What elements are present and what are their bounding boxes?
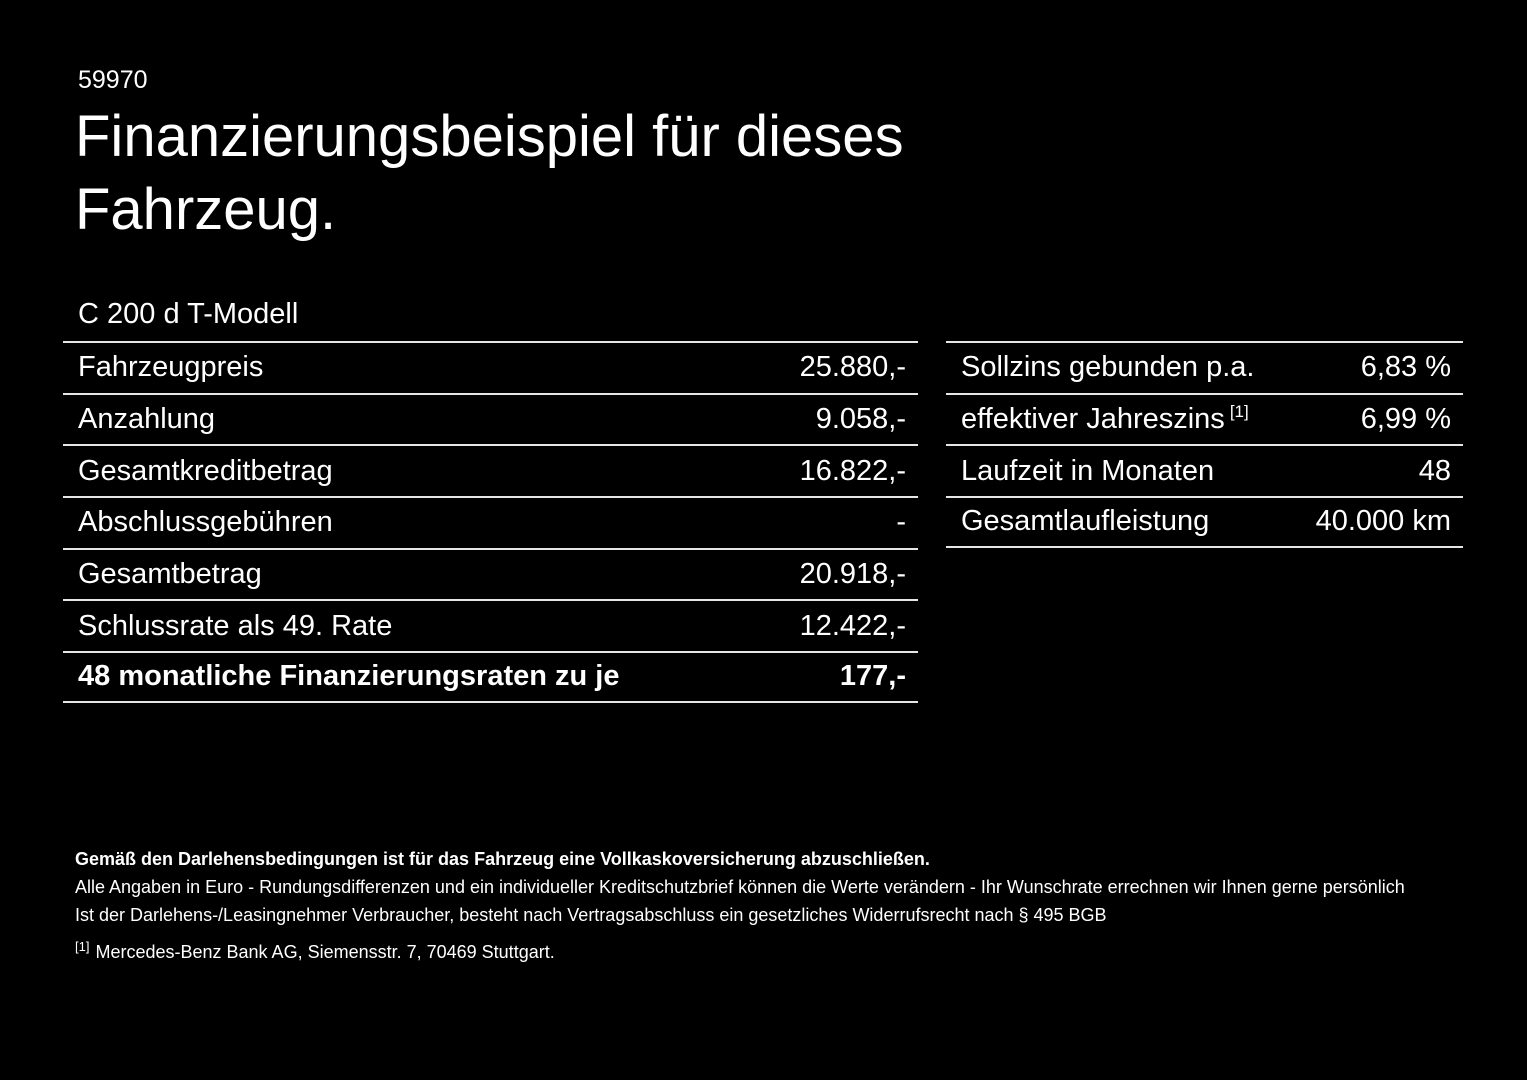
row-value: 177,-: [839, 660, 906, 693]
page-title: Finanzierungsbeispiel für dieses Fahrzeu…: [75, 100, 904, 246]
row-value: 12.422,-: [799, 609, 906, 642]
euro-note: Alle Angaben in Euro - Rundungsdifferenz…: [75, 877, 1405, 897]
table-row: Sollzins gebunden p.a. 6,83 %: [946, 341, 1463, 393]
table-row: Fahrzeugpreis 25.880,-: [63, 341, 918, 393]
row-value: 9.058,-: [815, 403, 906, 436]
vehicle-model: C 200 d T-Modell: [78, 298, 299, 330]
table-row: Gesamtkreditbetrag 16.822,-: [63, 444, 918, 496]
table-row-monthly-rate: 48 monatliche Finanzierungsraten zu je 1…: [63, 651, 918, 703]
row-label: effektiver Jahreszins [1]: [961, 403, 1249, 436]
page-title-line-1: Finanzierungsbeispiel für dieses: [75, 104, 904, 169]
withdrawal-note: Ist der Darlehens-/Leasingnehmer Verbrau…: [75, 905, 1107, 925]
table-row: Abschlussgebühren -: [63, 496, 918, 548]
reference-marker: [1]: [75, 939, 90, 954]
row-label: Abschlussgebühren: [78, 506, 333, 539]
row-value: -: [896, 506, 906, 539]
financing-cost-table: Fahrzeugpreis 25.880,- Anzahlung 9.058,-…: [63, 341, 918, 703]
row-value: 25.880,-: [799, 351, 906, 384]
page-title-line-2: Fahrzeug.: [75, 177, 337, 242]
footnote-marker: [1]: [1229, 402, 1249, 422]
row-label: Gesamtbetrag: [78, 558, 262, 591]
row-value: 40.000 km: [1315, 505, 1451, 538]
table-row: Laufzeit in Monaten 48: [946, 444, 1463, 496]
row-value: 20.918,-: [799, 558, 906, 591]
table-row: Anzahlung 9.058,-: [63, 392, 918, 445]
table-row: Gesamtlaufleistung 40.000 km: [946, 496, 1463, 548]
row-label: Laufzeit in Monaten: [961, 454, 1215, 487]
row-label: Anzahlung: [78, 403, 216, 436]
row-value: 48: [1418, 454, 1451, 487]
table-row: Gesamtbetrag 20.918,-: [63, 547, 918, 600]
reference-text: Mercedes-Benz Bank AG, Siemensstr. 7, 70…: [95, 942, 555, 962]
table-row: effektiver Jahreszins [1] 6,99 %: [946, 392, 1463, 445]
offer-number: 59970: [78, 66, 148, 94]
row-value: 16.822,-: [799, 454, 906, 487]
row-value: 6,83 %: [1360, 351, 1451, 384]
financing-terms-table: Sollzins gebunden p.a. 6,83 % effektiver…: [946, 341, 1463, 548]
row-label: Fahrzeugpreis: [78, 351, 264, 384]
financing-tables: Fahrzeugpreis 25.880,- Anzahlung 9.058,-…: [63, 341, 1463, 703]
legal-notes: Gemäß den Darlehensbedingungen ist für d…: [75, 845, 1455, 966]
row-label: Gesamtkreditbetrag: [78, 454, 333, 487]
row-label-text: effektiver Jahreszins: [961, 403, 1225, 436]
bank-reference: [1] Mercedes-Benz Bank AG, Siemensstr. 7,…: [75, 938, 1455, 966]
row-label: Schlussrate als 49. Rate: [78, 609, 393, 642]
table-row: Schlussrate als 49. Rate 12.422,-: [63, 599, 918, 651]
row-label: Gesamtlaufleistung: [961, 505, 1210, 538]
row-value: 6,99 %: [1360, 403, 1451, 436]
row-label: 48 monatliche Finanzierungsraten zu je: [78, 660, 620, 693]
insurance-note: Gemäß den Darlehensbedingungen ist für d…: [75, 849, 930, 869]
row-label: Sollzins gebunden p.a.: [961, 351, 1255, 384]
